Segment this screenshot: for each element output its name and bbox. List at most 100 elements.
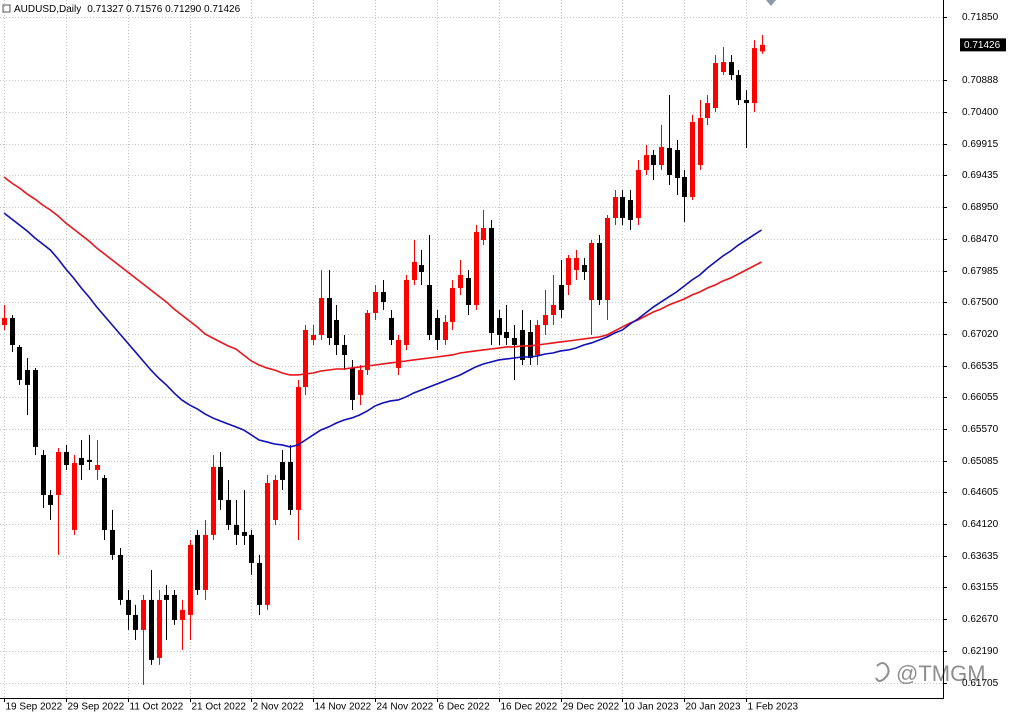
- y-tick-label: 0.68470: [962, 234, 999, 245]
- shift-marker: [766, 0, 776, 6]
- candle-body: [288, 461, 293, 510]
- candle-body: [249, 534, 254, 563]
- candle-body: [41, 454, 46, 495]
- candle-body: [373, 291, 378, 313]
- candle-body: [342, 344, 347, 355]
- candle-body: [273, 479, 278, 520]
- y-tick-label: 0.64605: [962, 487, 999, 498]
- candle-body: [481, 228, 486, 241]
- y-tick-label: 0.71850: [962, 12, 999, 23]
- candle-body: [512, 337, 517, 345]
- y-tick-label: 0.69915: [962, 139, 999, 150]
- candle-body: [56, 451, 61, 495]
- candle-body: [497, 317, 502, 336]
- candle-body: [736, 75, 741, 101]
- y-tick-label: 0.65085: [962, 456, 999, 467]
- candle-body: [79, 457, 84, 465]
- candle-body: [48, 494, 53, 505]
- candle-body: [713, 63, 718, 109]
- candle-body: [589, 242, 594, 300]
- candle-body: [651, 155, 656, 166]
- candle-body: [744, 100, 749, 104]
- candle-body: [427, 284, 432, 336]
- candle-body: [613, 197, 618, 218]
- y-tick-label: 0.66055: [962, 392, 999, 403]
- candle-body: [721, 62, 726, 73]
- candle-body: [358, 369, 363, 395]
- moving-average-line: [3, 212, 762, 448]
- y-tick-label: 0.66535: [962, 361, 999, 372]
- x-tick-label: 14 Nov 2022: [315, 702, 372, 713]
- y-tick-label: 0.63635: [962, 551, 999, 562]
- candle-body: [574, 258, 579, 271]
- candle-body: [389, 317, 394, 341]
- candle-body: [327, 298, 332, 338]
- candle-body: [87, 459, 92, 462]
- candle-body: [667, 147, 672, 176]
- candle-body: [520, 329, 525, 360]
- candle-body: [450, 287, 455, 322]
- candle-body: [620, 197, 625, 218]
- candle-body: [2, 317, 7, 325]
- candle-body: [365, 312, 370, 370]
- candle-body: [319, 298, 324, 336]
- candle-body: [141, 599, 146, 630]
- watermark-text: @TMGM: [896, 661, 986, 686]
- candle-body: [582, 265, 587, 272]
- y-tick-label: 0.61705: [962, 678, 999, 689]
- candle-body: [636, 170, 641, 218]
- candle-body: [218, 466, 223, 500]
- candle-body: [164, 594, 169, 600]
- candle-body: [404, 279, 409, 345]
- candle-body: [149, 599, 154, 660]
- candle-body: [489, 228, 494, 333]
- candle-body: [226, 499, 231, 525]
- candle-body: [644, 155, 649, 171]
- last-price-label: 0.71426: [964, 40, 1001, 51]
- candle-body: [203, 534, 208, 590]
- candle-body: [72, 462, 77, 530]
- candle-body: [690, 122, 695, 198]
- y-tick-label: 0.64120: [962, 519, 999, 530]
- candle-body: [628, 200, 633, 221]
- candle-body: [466, 278, 471, 305]
- candle-body: [752, 48, 757, 104]
- candle-body: [102, 477, 107, 530]
- line-layer: [3, 176, 762, 448]
- x-tick-label: 16 Dec 2022: [501, 702, 558, 713]
- candle-body: [110, 529, 115, 555]
- y-tick-label: 0.62670: [962, 614, 999, 625]
- y-tick-label: 0.62190: [962, 646, 999, 657]
- y-tick-label: 0.63155: [962, 582, 999, 593]
- candle-body: [659, 147, 664, 166]
- candle-body: [682, 176, 687, 198]
- candle-body: [126, 599, 131, 615]
- candle-body: [195, 534, 200, 590]
- candle-body: [381, 291, 386, 302]
- candle-body: [566, 258, 571, 285]
- candle-body: [188, 544, 193, 615]
- x-tick-label: 21 Oct 2022: [192, 702, 247, 713]
- candle-body: [211, 466, 216, 535]
- chart-title: AUDUSD,Daily 0.71327 0.71576 0.71290 0.71…: [14, 4, 241, 15]
- x-tick-label: 29 Dec 2022: [563, 702, 620, 713]
- candle-body: [118, 554, 123, 600]
- watermark: @TMGM: [875, 661, 986, 686]
- ohlc-values: 0.71327 0.71576 0.71290 0.71426: [87, 4, 240, 15]
- candle-body: [729, 62, 734, 76]
- candle-body: [504, 332, 509, 338]
- x-tick-label: 24 Nov 2022: [377, 702, 434, 713]
- candle-body: [157, 599, 162, 658]
- y-tick-label: 0.68950: [962, 202, 999, 213]
- x-tick-label: 11 Oct 2022: [130, 702, 184, 713]
- watermark-icon: [875, 662, 890, 682]
- y-tick-label: 0.67985: [962, 266, 999, 277]
- y-tick-label: 0.70888: [962, 75, 999, 86]
- candle-body: [265, 482, 270, 605]
- candle-body: [311, 335, 316, 341]
- symbol-icon: [2, 4, 11, 13]
- candle-body: [64, 451, 69, 465]
- candle-body: [551, 304, 556, 316]
